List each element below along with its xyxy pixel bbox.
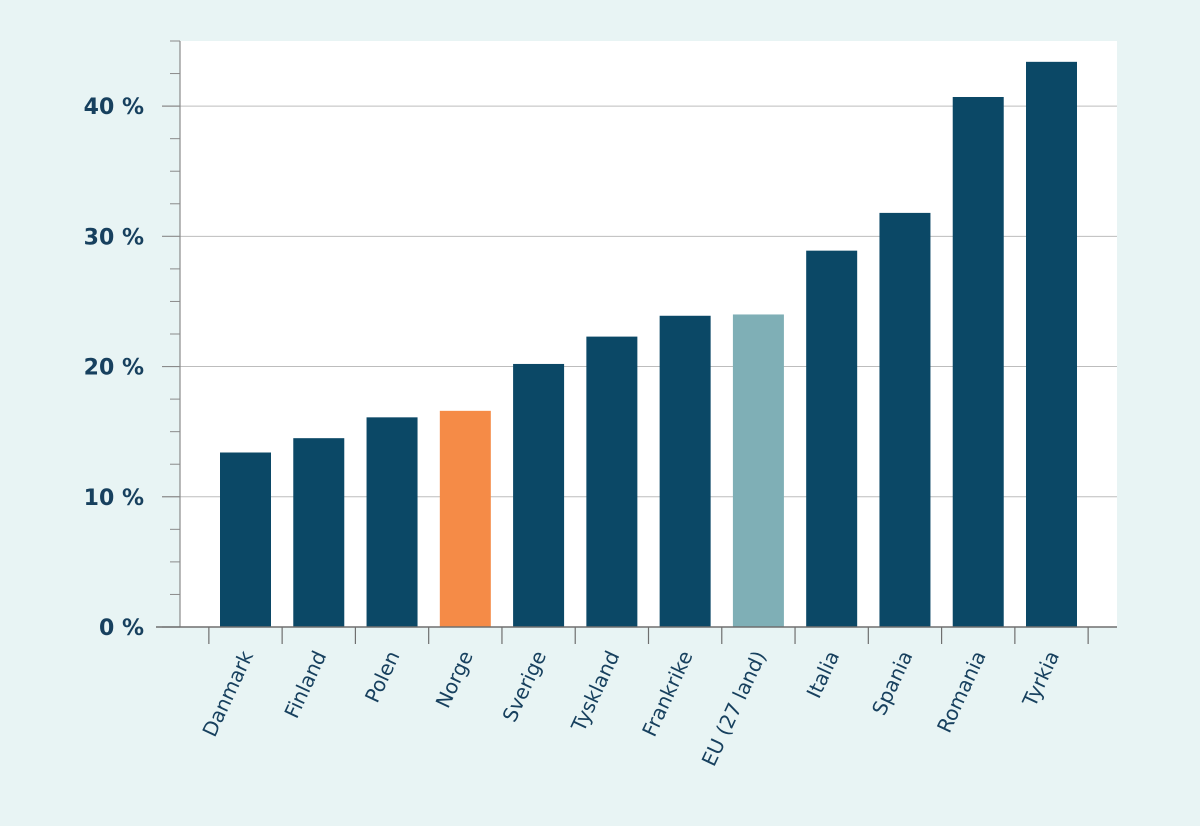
x-tick-label: Romania <box>932 647 991 736</box>
bar <box>513 363 565 627</box>
y-tick-label: 40 % <box>84 95 144 120</box>
y-tick-label: 20 % <box>84 356 144 381</box>
x-tick-label: Polen <box>360 647 405 706</box>
y-tick-label: 10 % <box>84 486 144 511</box>
x-tick-label: Finland <box>279 647 331 722</box>
bar <box>952 96 1004 628</box>
x-tick-label: Tyskland <box>566 647 625 736</box>
x-tick-labels: Danmark Finland Polen Norge Sverige Tyskland F… <box>197 647 1064 770</box>
x-tick-label: Norge <box>431 647 478 712</box>
x-tick-label: Sverige <box>497 647 551 726</box>
y-tick-labels: 0 % 10 % 20 % 30 % 40 % <box>84 95 144 641</box>
bar <box>806 250 858 627</box>
x-tick-label: EU (27 land) <box>697 647 771 770</box>
axes <box>156 40 1117 644</box>
bar <box>879 212 931 628</box>
bar <box>732 314 784 627</box>
bar <box>439 410 491 627</box>
x-tick-label: Spania <box>867 647 918 719</box>
x-tick-label: Tyrkia <box>1017 647 1064 711</box>
x-tick-label: Frankrike <box>637 647 698 740</box>
bar <box>659 315 711 627</box>
x-tick-label: Danmark <box>197 647 258 741</box>
bar <box>366 417 418 627</box>
bar <box>220 452 271 627</box>
bar <box>586 336 638 627</box>
bar <box>293 438 345 627</box>
y-tick-label: 30 % <box>84 225 144 250</box>
bar <box>1026 61 1077 627</box>
y-tick-label: 0 % <box>99 616 144 641</box>
x-tick-label: Italia <box>802 647 845 702</box>
bars <box>220 61 1077 628</box>
